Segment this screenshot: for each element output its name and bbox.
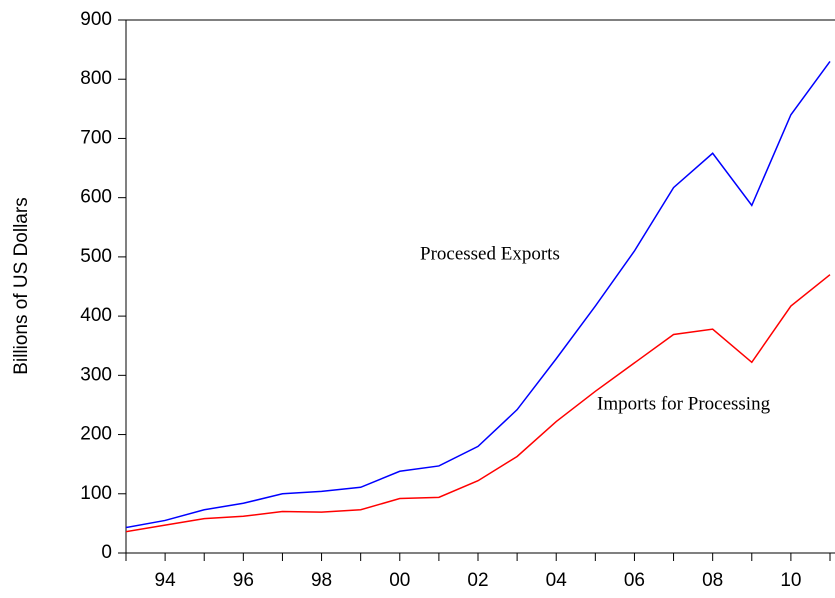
- x-tick-label: 94: [155, 570, 177, 591]
- y-tick-label: 500: [80, 246, 112, 267]
- y-tick-label: 800: [80, 68, 112, 89]
- y-tick-label: 200: [80, 424, 112, 445]
- x-tick-label: 02: [467, 570, 488, 591]
- y-axis-label: Billions of US Dollars: [11, 197, 32, 374]
- series-annotation: Imports for Processing: [597, 393, 771, 414]
- y-tick-label: 0: [101, 542, 112, 563]
- y-tick-label: 300: [80, 364, 112, 385]
- y-tick-label: 700: [80, 127, 112, 148]
- x-tick-label: 10: [780, 570, 801, 591]
- x-tick-label: 96: [233, 570, 254, 591]
- series-annotation: Processed Exports: [420, 243, 560, 264]
- series-line: [125, 61, 831, 529]
- y-tick-label: 100: [80, 483, 112, 504]
- x-tick-label: 98: [311, 570, 332, 591]
- x-tick-label: 00: [389, 570, 410, 591]
- x-tick-label: 06: [624, 570, 645, 591]
- x-tick-label: 04: [546, 570, 568, 591]
- series-line: [125, 274, 831, 533]
- x-tick-label: 08: [702, 570, 723, 591]
- y-tick-label: 400: [80, 305, 112, 326]
- y-tick-label: 900: [80, 9, 112, 30]
- y-tick-label: 600: [80, 187, 112, 208]
- plot-frame: [125, 19, 835, 554]
